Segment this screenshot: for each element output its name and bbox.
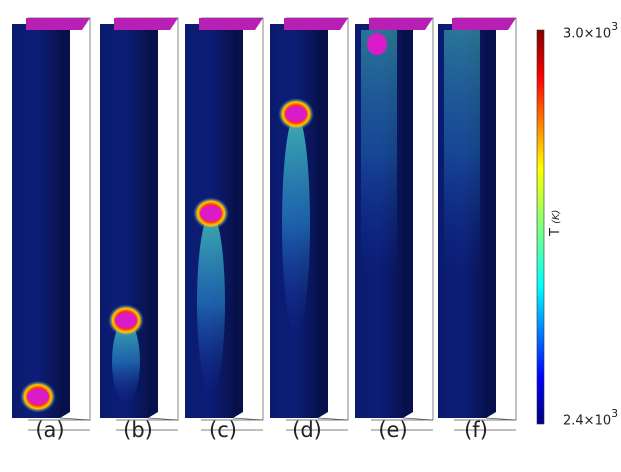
panels-group <box>12 17 517 431</box>
panel-plume-d <box>282 114 310 335</box>
panel-side-c <box>233 18 243 418</box>
panel-label-e: (e) <box>378 418 408 442</box>
panel-label-c: (c) <box>209 418 237 442</box>
panel-cap-c <box>199 18 263 30</box>
panel-bubble-a <box>27 388 49 405</box>
panel-side-e <box>403 18 413 418</box>
colorbar-min-label: 2.4×103 <box>563 407 619 429</box>
colorbar-title: T (K) <box>548 210 563 236</box>
colorbar-max-label: 3.0×103 <box>563 20 619 42</box>
panel-bubble-e <box>367 33 387 55</box>
panel-label-a: (a) <box>35 418 65 442</box>
panel-bubble-c <box>200 205 222 222</box>
panel-side-b <box>148 18 158 418</box>
panel-a <box>12 17 91 431</box>
panel-c <box>185 17 264 431</box>
panel-label-f: (f) <box>464 418 488 442</box>
colorbar-min-mantissa: 2.4×10 <box>563 413 612 429</box>
panel-cap-b <box>114 18 178 30</box>
panel-base-edge-e <box>402 417 434 421</box>
panel-e <box>355 17 434 431</box>
colorbar-title-unit: (K) <box>551 209 562 224</box>
panel-b <box>100 17 179 431</box>
panel-plume-b <box>112 320 140 403</box>
panel-base-edge-f <box>485 417 517 421</box>
panel-plume-e <box>361 30 397 279</box>
colorbar-title-symbol: T <box>548 228 563 236</box>
panel-side-f <box>486 18 496 418</box>
panel-cap-a <box>26 18 90 30</box>
panel-side-a <box>60 18 70 418</box>
panel-side-d <box>318 18 328 418</box>
colorbar <box>536 29 545 425</box>
panel-f <box>438 17 517 431</box>
colorbar-max-mantissa: 3.0×10 <box>563 26 612 42</box>
colorbar-min-exponent: 3 <box>611 407 619 420</box>
panel-cap-e <box>369 18 433 30</box>
panel-base-edge-a <box>59 417 91 421</box>
panel-cap-d <box>284 18 348 30</box>
panel-base-edge-c <box>232 417 264 421</box>
panel-base-edge-d <box>317 417 349 421</box>
panel-cap-f <box>452 18 516 30</box>
panel-bubble-d <box>285 106 307 123</box>
panel-d <box>270 17 349 431</box>
panel-field-a <box>12 24 60 418</box>
panel-bubble-b <box>115 312 137 329</box>
panel-base-edge-b <box>147 417 179 421</box>
panel-plume-f <box>444 30 480 279</box>
panel-label-b: (b) <box>123 418 153 442</box>
colorbar-max-exponent: 3 <box>611 20 619 33</box>
panel-plume-c <box>197 213 225 393</box>
panel-label-d: (d) <box>292 418 322 442</box>
